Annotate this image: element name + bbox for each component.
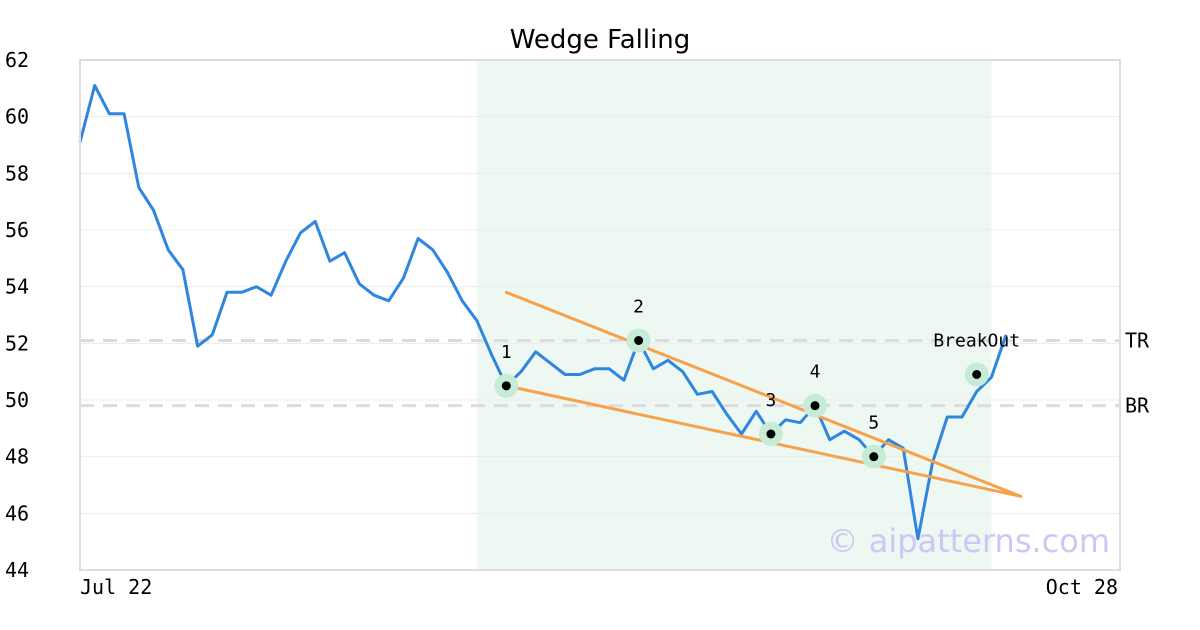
y-tick-label: 48 — [5, 445, 29, 469]
y-tick-label: 52 — [5, 331, 29, 355]
pattern-points: 1 2 3 4 5 BreakOut — [494, 297, 1020, 469]
x-tick-label: Jul 22 — [80, 575, 152, 599]
background-layer — [476, 60, 992, 570]
y-tick-label: 60 — [5, 105, 29, 129]
y-tick-label: 56 — [5, 218, 29, 242]
pattern-point — [766, 429, 776, 439]
point-label: 3 — [765, 390, 776, 411]
price-line — [78, 84, 1008, 541]
point-label: BreakOut — [933, 331, 1020, 352]
plot-frame — [79, 59, 1121, 571]
y-tick-label: 50 — [5, 388, 29, 412]
pattern-point — [869, 452, 879, 462]
pattern-region — [476, 60, 992, 570]
level-label: BR — [1125, 394, 1150, 418]
chart-title: Wedge Falling — [510, 25, 691, 55]
pattern-point — [634, 336, 644, 345]
y-tick-label: 46 — [5, 501, 29, 525]
series-layer — [78, 84, 1008, 541]
pattern-point — [972, 370, 982, 379]
y-tick-label: 58 — [5, 161, 29, 185]
watermark: © aipatterns.com — [827, 522, 1110, 560]
x-tick-label: Oct 28 — [1046, 575, 1118, 599]
point-label: 4 — [810, 362, 821, 383]
pattern-point — [810, 401, 820, 411]
y-tick-label: 62 — [5, 48, 29, 72]
pattern-point — [501, 381, 511, 391]
y-tick-label: 54 — [5, 275, 29, 299]
level-label: TR — [1125, 329, 1150, 353]
y-tick-label: 44 — [5, 558, 29, 582]
trendline-upper — [504, 290, 1023, 498]
point-label: 5 — [868, 413, 879, 434]
point-label: 2 — [633, 297, 644, 318]
point-label: 1 — [501, 342, 512, 363]
